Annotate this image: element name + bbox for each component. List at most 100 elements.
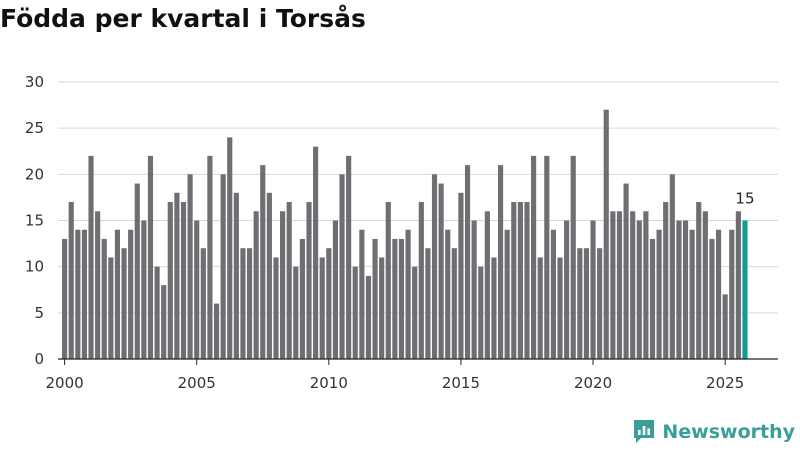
bar [445,229,451,359]
bar [636,220,642,359]
bar [458,192,464,359]
x-tick-label: 2015 [442,374,480,392]
bar [438,183,444,359]
bar [649,238,656,359]
bar [121,248,127,359]
bar [194,220,200,359]
bar [339,174,345,359]
brand-name: Newsworthy [662,420,795,443]
bar [544,155,550,359]
newsworthy-chart-bubble-icon [634,420,655,443]
bar [603,109,609,359]
bar [577,248,583,359]
bar [260,165,266,359]
bar [359,229,365,359]
bar [365,275,372,359]
bar [517,202,523,359]
bar [531,155,537,359]
y-tick-label: 15 [25,212,44,230]
bar [319,257,325,359]
x-tick-label: 2025 [706,374,744,392]
bar [95,211,101,359]
bar [233,192,239,359]
bar [715,229,722,359]
x-tick-label: 2010 [310,374,348,392]
bar [313,146,319,359]
bar [352,266,358,359]
bar [729,229,735,359]
bar [504,229,510,359]
bar [240,248,246,359]
y-tick-label: 5 [34,304,44,322]
bar [372,238,378,359]
bar [405,229,411,359]
bar [451,248,457,359]
bar [590,220,596,359]
bar [597,248,603,359]
bar [253,211,259,359]
bar [75,229,81,359]
bar [385,202,391,359]
bar [491,257,497,359]
bar [537,257,543,359]
bars [62,109,748,359]
axes [58,358,778,365]
bar [643,211,649,359]
x-tick-label: 2000 [46,374,84,392]
bar [425,248,431,359]
bar [656,229,662,359]
bar [570,155,576,359]
bar [722,294,728,359]
bar [557,257,563,359]
bar [128,229,134,359]
bar [464,165,471,359]
bar [735,211,741,359]
bar [62,238,68,359]
bar [669,174,675,359]
bar [702,211,708,359]
y-tick-label: 25 [25,119,44,137]
bar [154,266,160,359]
bar [286,202,292,359]
bar [709,238,715,359]
bar [108,257,114,359]
bar [187,174,193,359]
bar [280,211,286,359]
y-tick-label: 10 [25,258,44,276]
bar [161,285,167,359]
bar [273,257,279,359]
bar [696,202,702,359]
bar [398,238,405,359]
bar-latest-quarter [742,220,748,359]
bar [663,202,669,359]
bar [583,248,590,359]
bar [213,303,220,359]
bar [610,211,616,359]
bar [623,183,629,359]
bar [346,155,352,359]
y-tick-label: 0 [34,350,44,368]
bar [306,202,312,359]
bar [478,266,484,359]
bar [266,192,272,359]
bar [524,202,530,359]
bar [299,238,305,359]
bar [379,257,385,359]
bar [332,220,339,359]
bar [471,220,477,359]
bar [207,155,213,359]
bar [88,155,94,359]
bar [141,220,147,359]
x-tick-label: 2020 [574,374,612,392]
chart-title: Födda per kvartal i Torsås [0,4,366,33]
bar [550,229,556,359]
bar [227,137,233,359]
x-tick-label: 2005 [178,374,216,392]
newsworthy-logo: Newsworthy [632,418,795,445]
bar [484,211,490,359]
bar [68,202,74,359]
bar [246,248,253,359]
y-tick-label: 20 [25,165,44,183]
